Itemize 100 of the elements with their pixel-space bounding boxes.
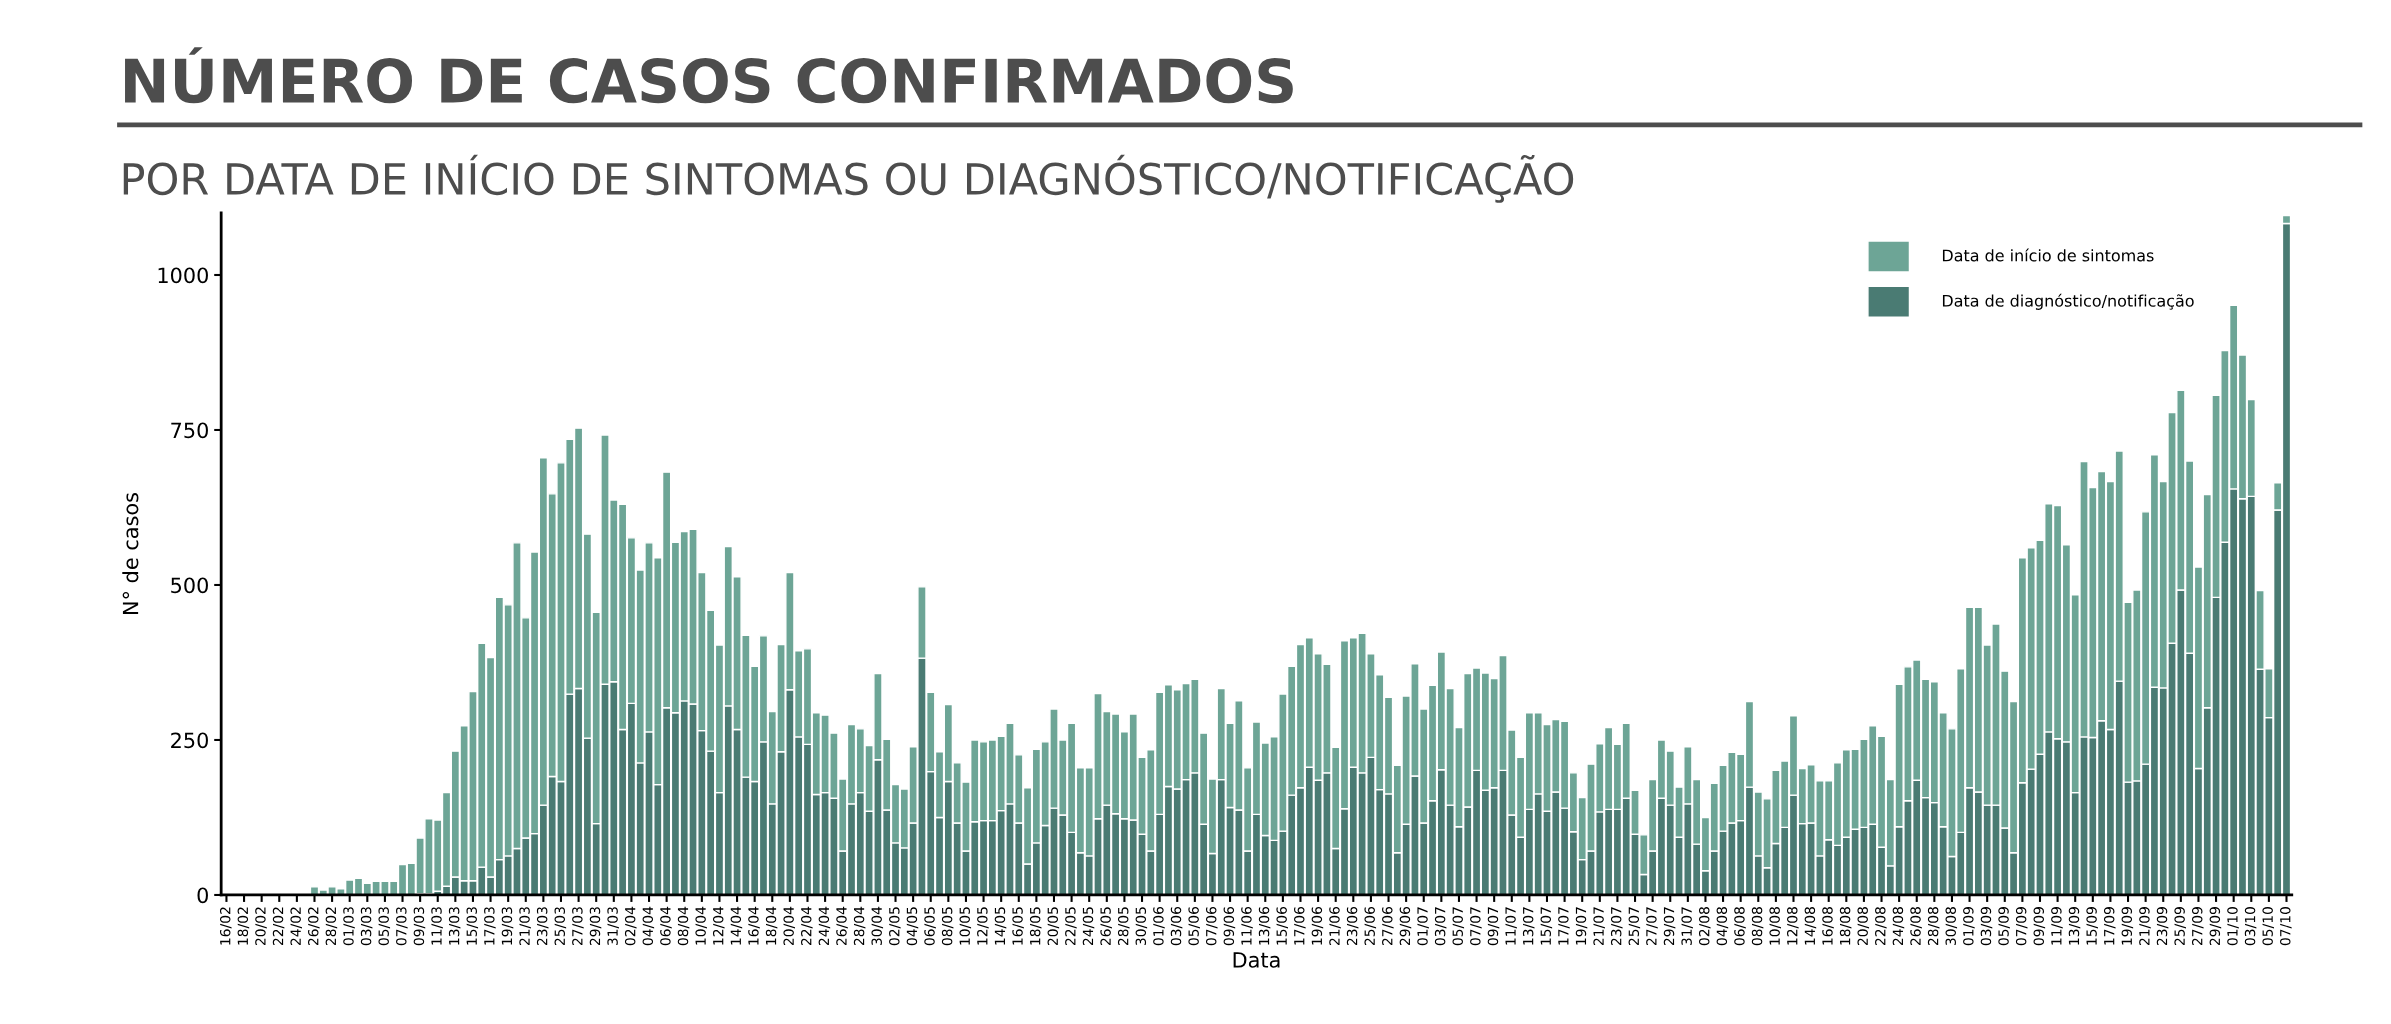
x-tick-label: 13/03: [448, 907, 461, 945]
x-tick-label: 28/04: [853, 906, 866, 946]
x-tick-label: 07/06: [1205, 906, 1218, 946]
x-tick-label: 22/08: [1875, 907, 1887, 946]
legend-label: Data de diagnóstico/notificação: [1942, 293, 2194, 310]
x-tick-label: 20/02: [255, 907, 267, 946]
x-tick-label: 05/06: [1188, 906, 1200, 946]
x-tick-label: 29/07: [1663, 907, 1676, 946]
x-tick-label: 16/05: [1012, 907, 1024, 945]
x-tick-label: 30/04: [871, 906, 884, 946]
x-tick-label: 01/10: [2227, 907, 2239, 946]
x-tick-label: 15/03: [466, 907, 479, 945]
x-tick-label: 24/05: [1082, 907, 1095, 946]
x-tick-label: 05/07: [1452, 907, 1465, 946]
x-tick-label: 16/02: [219, 907, 232, 945]
x-tick-label: 02/04: [624, 906, 637, 946]
x-tick-label: 05/10: [2262, 907, 2275, 946]
x-tick-label: 02/05: [889, 907, 901, 946]
x-tick-label: 01/09: [1963, 907, 1975, 946]
x-tick-label: 23/07: [1610, 907, 1623, 946]
x-tick-label: 22/04: [801, 906, 813, 946]
x-tick-label: 04/05: [906, 907, 919, 946]
x-tick-label: 12/05: [977, 907, 989, 945]
x-tick-label: 26/05: [1100, 907, 1112, 946]
x-tick-label: 10/04: [695, 906, 707, 945]
x-tick-label: 03/10: [2244, 907, 2257, 946]
x-tick-label: 14/05: [994, 907, 1007, 945]
x-tick-label: 06/08: [1734, 907, 1746, 946]
x-axis-title: Data: [1233, 952, 1280, 968]
x-tick-label: 21/03: [519, 907, 531, 946]
x-tick-label: 16/04: [748, 906, 760, 945]
x-tick-label: 11/09: [2051, 907, 2063, 945]
x-tick-label: 18/02: [237, 907, 250, 945]
x-tick-label: 09/06: [1223, 906, 1236, 946]
x-tick-label: 15/06: [1276, 906, 1288, 945]
x-tick-label: 21/07: [1593, 907, 1605, 946]
y-tick-label: 750: [171, 422, 208, 439]
x-tick-label: 08/05: [941, 907, 954, 946]
legend-label: Data de início de sintomas: [1942, 248, 2154, 262]
x-tick-label: 28/05: [1117, 907, 1130, 946]
x-tick-label: 17/09: [2103, 907, 2116, 945]
x-tick-label: 20/04: [783, 906, 795, 946]
x-tick-label: 16/08: [1822, 907, 1834, 945]
x-tick-label: 02/08: [1698, 907, 1711, 946]
x-tick-label: 25/03: [554, 907, 567, 946]
x-tick-label: 30/05: [1135, 907, 1148, 946]
x-tick-label: 13/09: [2068, 907, 2081, 945]
x-tick-label: 20/08: [1857, 907, 1870, 946]
x-tick-label: 13/07: [1522, 907, 1535, 945]
x-tick-label: 20/05: [1047, 907, 1060, 946]
y-tick-label: 0: [197, 887, 208, 904]
x-tick-label: 11/07: [1505, 907, 1517, 945]
x-tick-label: 07/10: [2280, 907, 2292, 946]
x-tick-label: 25/07: [1628, 907, 1641, 946]
x-tick-label: 23/03: [536, 907, 549, 946]
x-tick-label: 06/05: [924, 907, 936, 946]
x-tick-label: 17/06: [1294, 906, 1306, 945]
x-tick-label: 25/09: [2174, 907, 2186, 946]
x-tick-label: 09/03: [413, 907, 426, 946]
chart-subtitle: POR DATA DE INÍCIO DE SINTOMAS OU DIAGNÓSTICO/NOTIFICAÇÃO: [123, 154, 1574, 203]
x-tick-label: 18/08: [1839, 907, 1852, 945]
x-tick-label: 17/07: [1558, 907, 1570, 945]
x-tick-label: 24/02: [290, 907, 302, 946]
x-tick-label: 23/09: [2156, 907, 2169, 946]
x-tick-label: 24/04: [818, 906, 831, 946]
x-tick-label: 11/03: [431, 907, 443, 945]
x-tick-label: 21/09: [2139, 907, 2151, 946]
x-tick-label: 10/05: [959, 907, 972, 945]
x-tick-label: 03/06: [1170, 906, 1183, 946]
x-tick-label: 31/03: [607, 907, 619, 946]
x-tick-label: 19/07: [1575, 907, 1588, 945]
y-axis-title: N° de casos: [122, 493, 139, 614]
x-tick-label: 11/06: [1241, 906, 1253, 945]
x-tick-label: 03/09: [1980, 907, 1993, 946]
x-tick-label: 14/04: [730, 906, 743, 945]
x-tick-label: 15/09: [2086, 907, 2098, 945]
x-tick-label: 05/09: [1998, 907, 2010, 946]
x-tick-label: 07/07: [1470, 907, 1482, 946]
x-tick-label: 22/05: [1065, 907, 1077, 946]
x-tick-label: 12/08: [1787, 907, 1799, 945]
x-tick-label: 01/07: [1417, 907, 1429, 946]
x-tick-label: 30/08: [1945, 907, 1958, 946]
x-tick-label: 19/09: [2121, 907, 2134, 945]
x-tick-label: 29/03: [589, 907, 602, 946]
x-tick-label: 08/04: [677, 906, 690, 946]
x-tick-label: 25/06: [1364, 906, 1377, 946]
x-tick-label: 26/08: [1910, 907, 1922, 946]
x-tick-label: 04/04: [642, 906, 655, 946]
x-tick-label: 23/06: [1346, 906, 1359, 946]
x-tick-label: 17/03: [484, 907, 496, 945]
x-tick-label: 28/02: [325, 907, 338, 946]
x-tick-label: 18/05: [1029, 907, 1042, 945]
x-tick-label: 03/07: [1434, 907, 1447, 946]
x-tick-label: 05/03: [378, 907, 391, 946]
x-tick-label: 21/06: [1329, 906, 1341, 946]
x-tick-label: 13/06: [1258, 906, 1271, 945]
x-tick-label: 01/06: [1153, 906, 1165, 946]
x-tick-label: 27/06: [1382, 906, 1394, 946]
x-tick-label: 28/08: [1927, 907, 1940, 946]
y-tick-label: 500: [171, 577, 208, 594]
